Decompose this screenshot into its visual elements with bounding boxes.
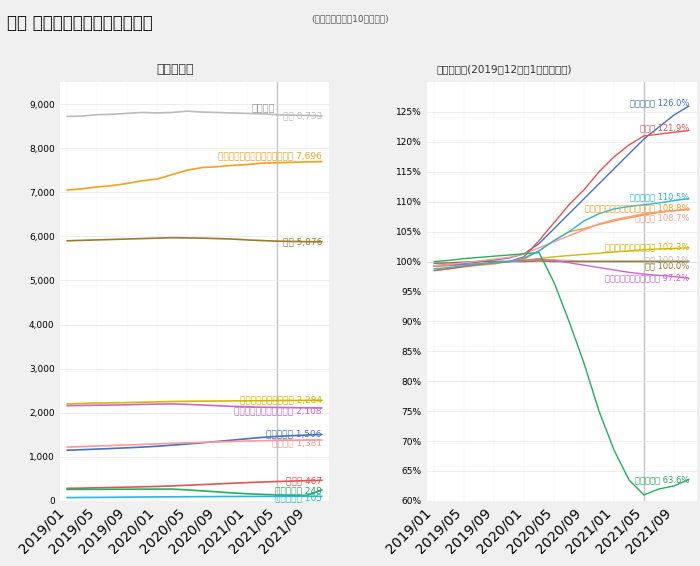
Text: 中国料理 1,381: 中国料理 1,381 (272, 439, 322, 448)
Text: 洋食 100.0%: 洋食 100.0% (645, 261, 689, 270)
Text: 居酒屋・ダイニングバー 97.2%: 居酒屋・ダイニングバー 97.2% (605, 274, 689, 283)
Text: カレー 121.9%: カレー 121.9% (640, 123, 689, 132)
Text: ビュッフェ 63.6%: ビュッフェ 63.6% (635, 475, 689, 484)
Text: ラーメン・ちゃんぽん 102.3%: ラーメン・ちゃんぽん 102.3% (605, 242, 689, 251)
Text: 和食 8,733: 和食 8,733 (283, 112, 322, 121)
Text: ビュッフェ 248: ビュッフェ 248 (275, 487, 322, 495)
Text: 飲食 中業種別のショップ数推移: 飲食 中業種別のショップ数推移 (7, 14, 153, 32)
Text: 中国料理 108.7%: 中国料理 108.7% (634, 213, 689, 222)
Text: その他飲食 105: その他飲食 105 (275, 493, 322, 502)
Text: その他飲食 110.5%: その他飲食 110.5% (630, 192, 689, 201)
Text: カフェ・スイーツ・ベーカリー 7,696: カフェ・スイーツ・ベーカリー 7,696 (218, 152, 322, 161)
Text: 洋食 5,876: 洋食 5,876 (283, 237, 322, 246)
Text: ショップ数: ショップ数 (156, 63, 194, 75)
Text: 居酒屋・ダイニングバー 2,108: 居酒屋・ダイニングバー 2,108 (234, 406, 322, 415)
Text: カフェ・スイーツ・ベーカリー 108.8%: カフェ・スイーツ・ベーカリー 108.8% (584, 203, 689, 212)
Text: ラーメン・ちゃんぽん 2,284: ラーメン・ちゃんぽん 2,284 (240, 396, 322, 405)
Text: カレー 467: カレー 467 (286, 476, 322, 485)
Text: エスニック 126.0%: エスニック 126.0% (629, 98, 689, 108)
Text: エスニック 1,506: エスニック 1,506 (267, 430, 322, 439)
Text: コロナ禍: コロナ禍 (251, 102, 274, 112)
Text: (ショップ数上位10の中業種): (ショップ数上位10の中業種) (312, 14, 389, 23)
Text: ショップ数(2019年12月を1とした指数): ショップ数(2019年12月を1とした指数) (436, 64, 572, 74)
Text: 和食 100.1%: 和食 100.1% (645, 255, 689, 264)
